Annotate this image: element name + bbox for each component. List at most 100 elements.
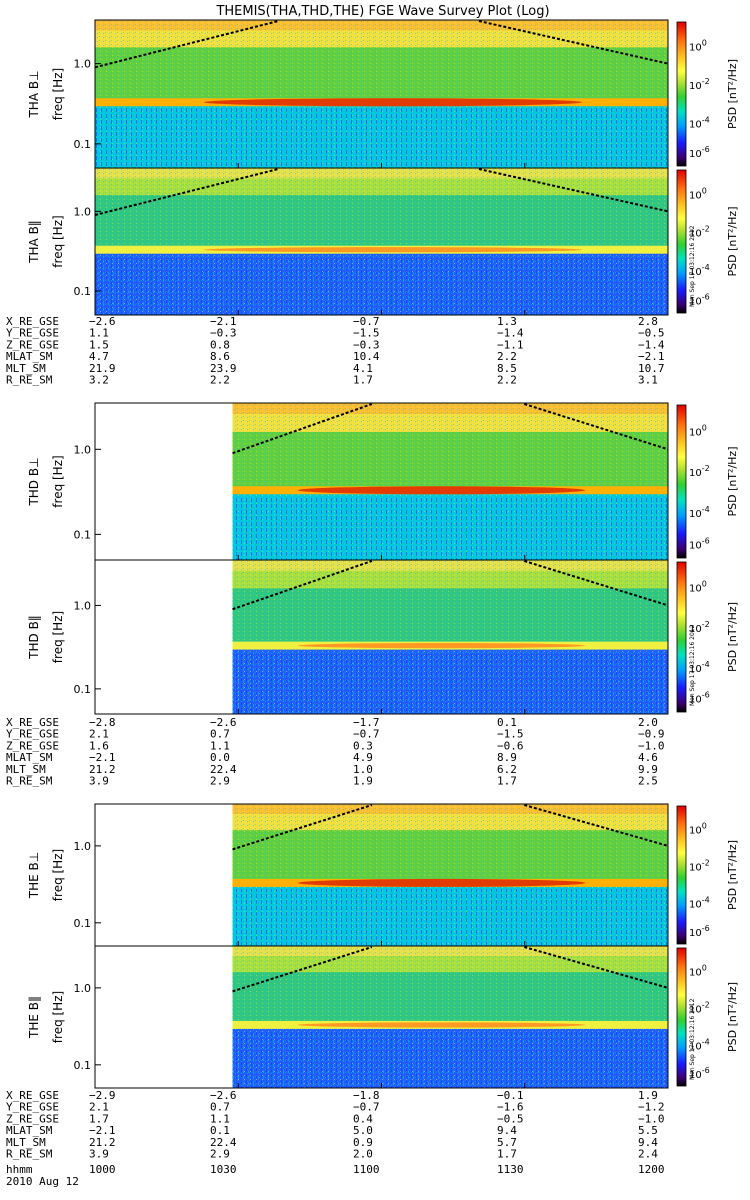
time-axis: hhmm 1000 1030 1100 1130 1200 2010 Aug 12 [6,163,669,1188]
ephemeris-value: 3.2 [89,374,109,387]
freq-tick-label: 0.1 [74,1059,92,1072]
time-tick-label: 1000 [89,1163,116,1176]
ephemeris-value: 1.5 [89,338,109,351]
ephemeris-value: −1.0 [638,1112,665,1125]
freq-tick-label: 0.1 [74,528,92,541]
colorbar-tick-label: 10-6 [689,536,710,551]
ephemeris-value: 5.7 [497,1136,517,1149]
spectrogram-panel: 1.0 0.1 THA B⊥ freq [Hz] 10-6 10-4 10-2 100 PSD … [27,19,739,169]
time-axis-label: hhmm [6,1163,33,1176]
ephemeris-row-label: Y_RE_GSE [6,1101,59,1114]
freq-tick-label: 1.0 [74,443,92,456]
ephemeris-value: 1.7 [497,775,517,788]
ephemeris-value: 0.8 [210,338,230,351]
colorbar-tick-label: 100 [689,39,707,54]
ephemeris-row-label: X_RE_GSE [6,716,59,729]
ephemeris-value: −2.6 [210,716,237,729]
colorbar-tick-label: 10-2 [689,464,710,479]
ephemeris-value: 1.6 [89,739,109,752]
colorbar-tick-label: 10-4 [689,505,710,520]
ephemeris-value: 1.9 [353,775,373,788]
ephemeris-value: 0.0 [210,751,230,764]
panel-label: THD B⊥ [27,457,41,506]
gyrofrequency-trace-left [232,946,373,993]
emission-peak [297,642,586,649]
ephemeris-value: 1.1 [210,1112,230,1125]
ephemeris-value: 1.9 [638,1089,658,1102]
freq-tick-label: 0.1 [74,285,92,298]
emission-peak [297,878,586,887]
time-tick-label: 1100 [353,1163,380,1176]
ephemeris-value: 9.4 [497,1124,517,1137]
ephemeris-row-label: Y_RE_GSE [6,728,59,741]
ephemeris-value: 1.7 [497,1148,517,1161]
ephemeris-value: 10.4 [353,350,380,363]
ephemeris-value: 8.5 [497,362,517,375]
ephemeris-value: 1.1 [210,739,230,752]
ephemeris-value: −1.4 [497,327,524,340]
ephemeris-value: 0.9 [353,1136,373,1149]
ephemeris-row-label: Z_RE_GSE [6,338,59,351]
ephemeris-value: −0.6 [497,739,524,752]
emission-peak [297,1022,586,1028]
ephemeris-value: 5.0 [353,1124,373,1137]
ephemeris-value: 2.0 [638,716,658,729]
ephemeris-value: −2.1 [89,1124,116,1137]
ephemeris-table: X_RE_GSE −2.9 −2.6 −1.8 −0.1 1.9 Y_RE_GSE 2.1 0.… [6,1089,665,1161]
emission-peak [297,486,586,495]
ephemeris-value: 21.2 [89,763,116,776]
ephemeris-value: −2.1 [89,751,116,764]
ephemeris-row-label: X_RE_GSE [6,315,59,328]
ephemeris-table: X_RE_GSE −2.8 −2.6 −1.7 0.1 2.0 Y_RE_GSE 2.1 0.7… [6,716,665,788]
ephemeris-value: 3.1 [638,374,658,387]
ephemeris-row-label: Z_RE_GSE [6,739,59,752]
freq-tick-label: 0.1 [74,138,92,151]
ephemeris-value: 2.1 [89,1101,109,1114]
colorbar-label: PSD [nT²/Hz] [726,982,739,1052]
colorbar-tick-label: 10-6 [689,924,710,939]
colorbar-tick-label: 100 [689,186,707,201]
freq-axis-label: freq [Hz] [51,455,65,507]
colorbar: 10-6 10-4 10-2 100 PSD [nT²/Hz] [676,805,739,945]
gyrofrequency-trace-right [523,403,669,451]
ephemeris-value: 10.7 [638,362,665,375]
ephemeris-value: −1.5 [353,327,380,340]
time-tick-label: 1200 [638,1163,665,1176]
emission-peak [203,247,583,253]
ephemeris-value: 0.1 [210,1124,230,1137]
colorbar-label: PSD [nT²/Hz] [726,59,739,129]
ephemeris-value: 2.2 [497,374,517,387]
colorbar-tick-label: 10-4 [689,116,710,131]
ephemeris-value: 0.7 [210,1101,230,1114]
ephemeris-value: 0.4 [353,1112,373,1125]
colorbar: 10-6 10-4 10-2 100 PSD [nT²/Hz] [676,404,739,559]
ephemeris-value: 6.2 [497,763,517,776]
ephemeris-value: −2.6 [210,1089,237,1102]
freq-tick-label: 1.0 [74,982,92,995]
ephemeris-value: 9.4 [638,1136,658,1149]
colorbar-tick-label: 100 [689,822,707,837]
colorbar-tick-label: 100 [689,423,707,438]
gyrofrequency-trace-left [232,804,373,851]
ephemeris-row-label: R_RE_SM [6,374,53,387]
timestamp-stamp: Mon Sep 17 03:12:16 2012 [689,998,696,1080]
ephemeris-value: 8.9 [497,751,517,764]
colorbar-tick-label: 10-2 [689,77,710,92]
gyrofrequency-trace-right [523,560,669,607]
ephemeris-value: 3.9 [89,1148,109,1161]
ephemeris-row-label: MLT_SM [6,763,46,776]
colorbar-tick-label: 10-4 [689,895,710,910]
emission-peak [203,98,583,107]
colorbar-gradient [676,404,687,559]
ephemeris-value: −1.0 [638,739,665,752]
ephemeris-table: X_RE_GSE −2.6 −2.1 −0.7 1.3 2.8 Y_RE_GSE 1.1 −0.… [6,315,665,387]
freq-axis-label: freq [Hz] [51,68,65,120]
ephemeris-value: 1.7 [353,374,373,387]
ephemeris-value: 2.1 [89,728,109,741]
ephemeris-value: 2.2 [210,374,230,387]
colorbar-tick-label: 100 [689,580,707,595]
gyrofrequency-trace-left [94,20,279,69]
ephemeris-value: −2.6 [89,315,116,328]
panel-label: THE B‖ [27,996,41,1039]
